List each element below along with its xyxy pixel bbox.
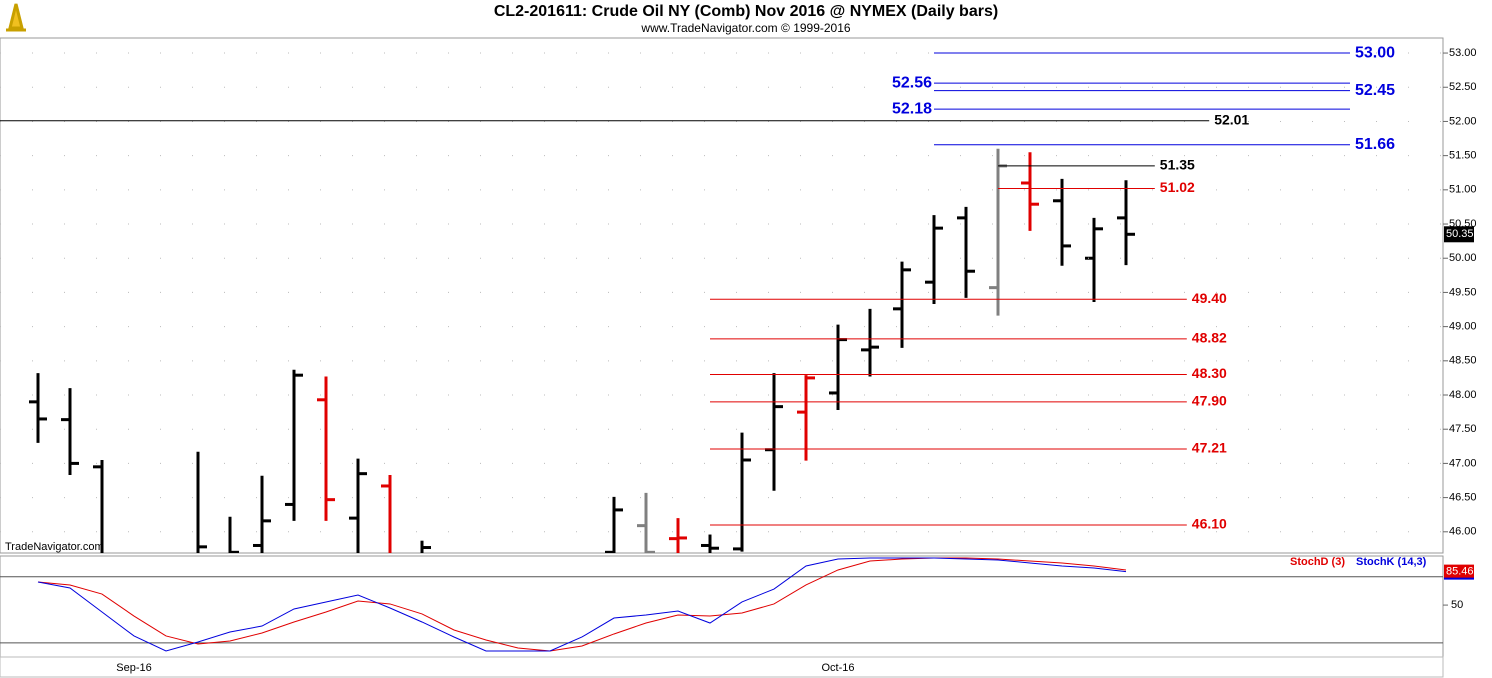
level-label: 52.18 — [892, 100, 932, 117]
watermark: TradeNavigator.com — [5, 541, 104, 553]
y-tick-label: 46.50 — [1449, 492, 1477, 504]
bars — [29, 148, 1135, 553]
y-tick-label: 49.50 — [1449, 286, 1477, 298]
level-label: 46.10 — [1192, 516, 1227, 532]
y-tick-label: 53.00 — [1449, 47, 1477, 59]
y-tick-label: 46.00 — [1449, 526, 1477, 538]
chart-subtitle: www.TradeNavigator.com © 1999-2016 — [640, 21, 850, 35]
chart-title: CL2-201611: Crude Oil NY (Comb) Nov 2016… — [494, 3, 998, 20]
level-label: 52.45 — [1355, 82, 1395, 99]
level-label: 51.35 — [1160, 157, 1195, 173]
level-label: 47.90 — [1192, 393, 1227, 409]
price-panel — [0, 37, 1444, 554]
level-label: 52.56 — [892, 74, 932, 91]
stoch-line — [37, 557, 1127, 652]
last-price-box — [1444, 226, 1474, 243]
level-label: 48.30 — [1192, 365, 1227, 381]
y-tick-label: 50.00 — [1449, 252, 1477, 264]
date-axis — [0, 656, 1444, 678]
last-stoch-label: 85.46 — [1446, 566, 1474, 578]
y-tick-label: 47.50 — [1449, 423, 1477, 435]
level-label: 47.21 — [1192, 440, 1227, 456]
y-tick-label: 51.00 — [1449, 184, 1477, 196]
y-tick-label: 50 — [1451, 599, 1463, 611]
legend-label: StochD (3) — [1290, 556, 1345, 568]
last-price-label: 50.35 — [1446, 228, 1474, 240]
level-label: 49.40 — [1192, 290, 1227, 306]
logo — [6, 3, 26, 32]
legend-label: StochK (14,3) — [1356, 556, 1427, 568]
y-tick-label: 48.50 — [1449, 355, 1477, 367]
level-label: 51.02 — [1160, 179, 1195, 195]
stoch-panel — [0, 555, 1444, 658]
level-label: 52.01 — [1214, 111, 1249, 127]
y-tick-label: 49.00 — [1449, 321, 1477, 333]
y-tick-label: 52.00 — [1449, 115, 1477, 127]
level-label: 53.00 — [1355, 44, 1395, 61]
y-tick-label: 48.00 — [1449, 389, 1477, 401]
y-tick-label: 52.50 — [1449, 81, 1477, 93]
last-stoch-box — [1444, 564, 1474, 579]
level-label: 51.66 — [1355, 136, 1395, 153]
x-tick-label: Oct-16 — [821, 662, 854, 674]
y-tick-label: 47.00 — [1449, 457, 1477, 469]
x-tick-label: Sep-16 — [116, 662, 151, 674]
level-label: 48.82 — [1192, 330, 1227, 346]
y-tick-label: 51.50 — [1449, 150, 1477, 162]
